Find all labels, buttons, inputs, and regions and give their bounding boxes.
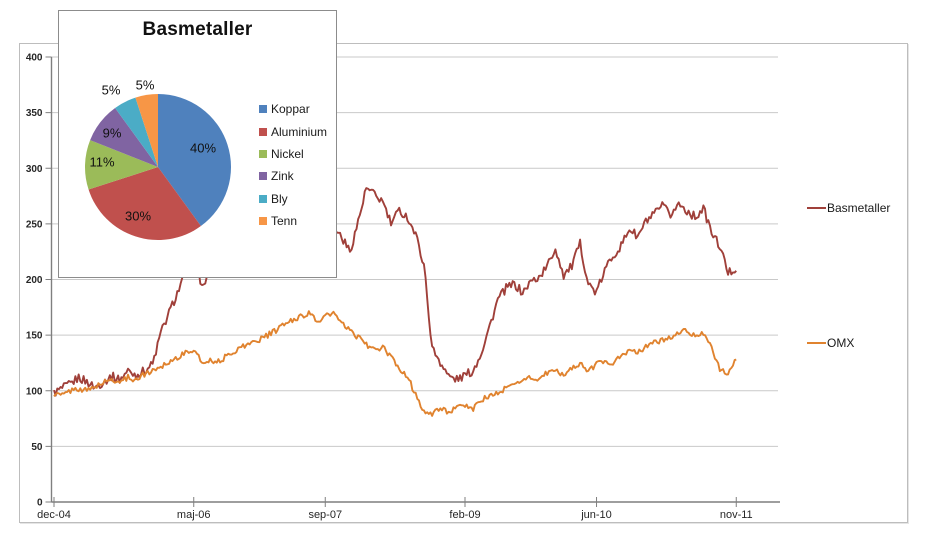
x-tick-label: nov-11 bbox=[720, 509, 753, 521]
pie-legend-item-bly[interactable]: Bly bbox=[259, 188, 327, 210]
pie-legend-item-tenn[interactable]: Tenn bbox=[259, 210, 327, 232]
pie-label-bly: 5% bbox=[101, 82, 121, 98]
pie-legend-label: Zink bbox=[271, 169, 294, 184]
pie-slice-zink[interactable] bbox=[90, 107, 158, 167]
pie-legend-item-zink[interactable]: Zink bbox=[259, 165, 327, 187]
y-tick-label: 250 bbox=[26, 219, 43, 230]
x-tick-label: dec-04 bbox=[37, 509, 71, 521]
pie-label-tenn: 5% bbox=[135, 77, 155, 93]
y-tick-label: 150 bbox=[26, 331, 43, 342]
pie-slice-aluminium[interactable] bbox=[88, 167, 201, 241]
pie-label-aluminium: 30% bbox=[124, 208, 152, 224]
x-tick-label: maj-06 bbox=[177, 509, 211, 521]
pie-label-nickel: 11% bbox=[89, 154, 115, 170]
y-tick-label: 50 bbox=[31, 442, 43, 453]
pie-legend-label: Nickel bbox=[271, 146, 304, 161]
y-tick-label: 100 bbox=[26, 386, 43, 397]
legend-label-basmetaller: Basmetaller bbox=[827, 201, 891, 215]
pie-inset-panel: Basmetaller 40% 30% 11% 9% 5% 5% Koppar … bbox=[58, 10, 337, 278]
pie-slice-koppar[interactable] bbox=[158, 94, 232, 227]
pie-legend-label: Tenn bbox=[271, 214, 298, 229]
x-tick-label: sep-07 bbox=[308, 509, 342, 521]
legend-line-swatch-omx bbox=[807, 341, 826, 345]
legend-item-basmetaller[interactable]: Basmetaller bbox=[807, 201, 890, 215]
pie-slice-bly[interactable] bbox=[115, 97, 158, 167]
pie-legend: Koppar Aluminium Nickel Zink Bly Tenn bbox=[259, 98, 327, 232]
legend-swatch-nickel bbox=[259, 149, 267, 158]
legend-swatch-bly bbox=[259, 194, 267, 203]
pie-legend-item-koppar[interactable]: Koppar bbox=[259, 98, 327, 120]
legend-swatch-tenn bbox=[259, 217, 267, 226]
legend-swatch-zink bbox=[259, 172, 267, 181]
legend-item-omx[interactable]: OMX bbox=[807, 336, 854, 350]
y-tick-label: 300 bbox=[26, 164, 43, 175]
pie-label-koppar: 40% bbox=[189, 140, 217, 156]
legend-swatch-koppar bbox=[259, 105, 267, 114]
pie-legend-item-nickel[interactable]: Nickel bbox=[259, 143, 327, 165]
pie-slice-nickel[interactable] bbox=[85, 140, 158, 190]
y-tick-label: 400 bbox=[26, 53, 43, 64]
pie-legend-label: Bly bbox=[271, 191, 288, 206]
y-tick-label: 200 bbox=[26, 275, 43, 286]
pie-chart bbox=[85, 93, 232, 241]
legend-label-omx: OMX bbox=[827, 336, 855, 350]
pie-label-zink: 9% bbox=[102, 125, 122, 141]
line-chart-plot: 0 50 100 150 200 250 300 350 400 dec-04 maj-06 sep-… bbox=[26, 53, 780, 521]
legend-swatch-aluminium bbox=[259, 127, 267, 136]
legend-line-swatch-basmetaller bbox=[807, 206, 826, 210]
series-line-basmetaller[interactable] bbox=[53, 187, 737, 397]
x-tick-label: feb-09 bbox=[449, 509, 480, 521]
pie-slice-tenn[interactable] bbox=[135, 93, 158, 167]
pie-legend-item-aluminium[interactable]: Aluminium bbox=[259, 120, 327, 142]
y-tick-label: 350 bbox=[26, 108, 43, 119]
pie-legend-label: Koppar bbox=[271, 102, 310, 117]
series-line-omx[interactable] bbox=[53, 310, 737, 417]
pie-legend-label: Aluminium bbox=[271, 124, 328, 139]
x-tick-label: jun-10 bbox=[580, 509, 612, 521]
pie-title: Basmetaller bbox=[142, 19, 253, 40]
y-tick-label: 0 bbox=[37, 498, 43, 509]
